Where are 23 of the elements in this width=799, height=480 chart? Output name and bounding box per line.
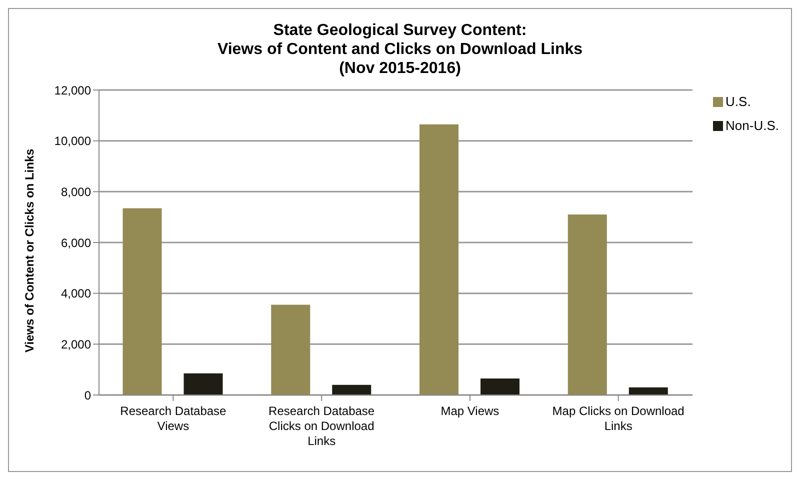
x-tick-label: Map Views: [440, 404, 500, 418]
bar: [420, 124, 459, 395]
y-tick-label: 2,000: [60, 337, 92, 352]
y-tick-label: 6,000: [60, 236, 92, 250]
x-tick-label: Research Database Clicks on Download Links: [268, 404, 375, 448]
bar: [332, 384, 372, 395]
legend-label: U.S.: [726, 93, 751, 111]
chart-title: State Geological Survey Content: Views of Content and Clicks on Download Links (Nov 2015-2016): [216, 21, 584, 78]
legend-label: Non-U.S.: [726, 117, 779, 135]
bar: [184, 373, 223, 395]
y-axis-title: Views of Content or Clicks on Links: [22, 148, 36, 352]
bar: [568, 214, 607, 395]
y-tick-label: 8,000: [60, 184, 92, 199]
y-tick-label: 12,000: [54, 83, 92, 98]
y-tick-label: 0: [84, 388, 92, 402]
x-tick-label: Map Clicks on Download Links: [552, 404, 684, 433]
y-tick-label: 10,000: [54, 134, 92, 148]
bar: [271, 304, 310, 395]
y-tick-label: 4,000: [60, 286, 92, 301]
bar: [122, 208, 162, 395]
bar: [628, 387, 668, 395]
bar: [480, 378, 520, 395]
x-tick-label: Research Database Views: [120, 404, 227, 433]
